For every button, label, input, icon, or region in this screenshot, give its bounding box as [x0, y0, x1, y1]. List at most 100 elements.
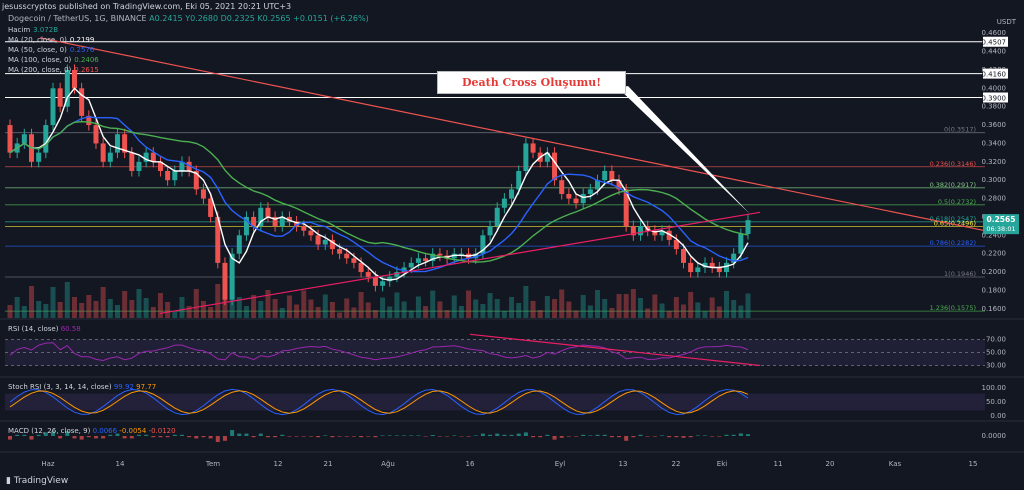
- macd-hist-bar: [402, 435, 407, 436]
- candle-body: [258, 207, 264, 227]
- candle-body: [724, 262, 730, 273]
- y-tick-label: 0.2800: [982, 195, 1007, 203]
- rsi-legend[interactable]: RSI (14, close) 60.58: [8, 325, 81, 333]
- volume-bar: [93, 301, 99, 318]
- volume-bar: [129, 300, 135, 318]
- candle-body: [329, 239, 335, 250]
- fib-level-label: 0.236(0.3146): [930, 160, 976, 168]
- macd-hist-bar: [265, 436, 270, 438]
- macd-hist-bar: [258, 433, 263, 436]
- candle-body: [50, 88, 56, 126]
- volume-bar: [595, 290, 601, 318]
- candle-body: [365, 272, 371, 277]
- candle-body: [408, 262, 414, 268]
- candle-body: [150, 152, 156, 162]
- ma50-legend[interactable]: MA (50, close, 0) 0.2576: [8, 46, 95, 54]
- ma20-legend[interactable]: MA (20, close, 0) 0.2199: [8, 36, 95, 44]
- volume-bar: [387, 306, 393, 318]
- volume-bar: [652, 294, 658, 318]
- volume-bar: [702, 311, 708, 318]
- volume-bar: [673, 297, 679, 318]
- stoch-level-label: 0.00: [990, 412, 1006, 420]
- candle-body: [458, 253, 464, 255]
- macd-hist-bar: [72, 436, 77, 439]
- fib-level-label: 0.5(0.2732): [938, 198, 976, 206]
- ma100-legend[interactable]: MA (100, close, 0) 0.2406: [8, 56, 99, 64]
- fib-level-label: 0.786(0.2282): [930, 239, 976, 247]
- y-tick-label: 0.3600: [982, 121, 1007, 129]
- volume-bar: [157, 293, 163, 318]
- volume-bar: [329, 302, 335, 318]
- x-tick-label: 15: [969, 460, 978, 468]
- candle-body: [308, 230, 314, 236]
- macd-hist-bar: [187, 436, 192, 438]
- candle-body: [71, 69, 77, 89]
- volume-legend[interactable]: Hacim 3.072B: [8, 26, 59, 34]
- candle-body: [745, 220, 751, 234]
- tradingview-brand[interactable]: ▮ TradingView: [6, 476, 69, 486]
- volume-bar: [122, 291, 128, 318]
- candle-body: [695, 267, 701, 273]
- macd-hist-bar: [581, 434, 586, 436]
- macd-hist-bar: [652, 436, 657, 437]
- macd-hist-bar: [488, 434, 493, 436]
- macd-hist-bar: [466, 436, 471, 437]
- x-tick-label: 12: [274, 460, 283, 468]
- macd-hist-bar: [301, 436, 306, 437]
- volume-bar: [107, 299, 113, 318]
- stoch-level-label: 100.00: [982, 384, 1007, 392]
- candle-body: [487, 226, 493, 236]
- macd-hist-bar: [215, 436, 220, 442]
- candle-body: [129, 152, 135, 171]
- volume-bar: [351, 307, 357, 318]
- macd-hist-bar: [222, 436, 227, 441]
- macd-hist-bar: [617, 436, 622, 438]
- macd-hist-bar: [538, 436, 543, 438]
- candle-body: [157, 161, 163, 171]
- candle-body: [688, 262, 694, 273]
- candle-body: [430, 253, 436, 262]
- ma200-legend[interactable]: MA (200, close, 0) 0.2615: [8, 66, 99, 74]
- macd-hist-bar: [409, 435, 414, 436]
- current-price-label: 0.2565: [987, 215, 1016, 224]
- volume-bar: [215, 284, 221, 318]
- macd-hist-bar: [717, 436, 722, 437]
- y-tick-label: 0.4000: [982, 84, 1007, 92]
- volume-bar: [265, 290, 271, 318]
- volume-bar: [229, 279, 235, 318]
- candle-body: [380, 281, 386, 286]
- volume-bar: [143, 298, 149, 318]
- fib-level-label: 1.236(0.1575): [930, 304, 976, 312]
- x-tick-label: 16: [466, 460, 475, 468]
- rsi-level-label: 30.00: [986, 362, 1006, 370]
- macd-legend[interactable]: MACD (12, 26, close, 9) 0.0066 -0.0054 -…: [8, 427, 176, 435]
- volume-bar: [272, 299, 278, 318]
- volume-bar: [301, 290, 307, 318]
- macd-hist-bar: [108, 434, 113, 436]
- macd-hist-bar: [237, 433, 242, 436]
- volume-bar: [623, 294, 629, 318]
- volume-bar: [258, 301, 264, 318]
- y-tick-label: 0.3000: [982, 176, 1007, 184]
- death-cross-annotation[interactable]: Death Cross Oluşumu!: [437, 71, 626, 94]
- candle-body: [86, 115, 92, 126]
- volume-bar: [688, 292, 694, 318]
- macd-hist-bar: [516, 433, 521, 436]
- candle-body: [630, 226, 636, 236]
- volume-bar: [165, 302, 171, 318]
- candle-body: [301, 226, 307, 231]
- volume-bar: [100, 287, 106, 318]
- macd-hist-bar: [531, 436, 536, 438]
- candle-body: [208, 198, 214, 217]
- candle-body: [702, 262, 708, 268]
- volume-bar: [537, 310, 543, 318]
- macd-hist-bar: [695, 435, 700, 436]
- volume-bar: [394, 292, 400, 318]
- symbol-name[interactable]: Dogecoin / TetherUS, 1G, BINANCE: [8, 14, 147, 23]
- macd-hist-bar: [394, 435, 399, 436]
- macd-hist-bar: [79, 436, 84, 440]
- macd-hist-bar: [638, 434, 643, 436]
- macd-hist-bar: [351, 436, 356, 437]
- stoch-legend[interactable]: Stoch RSI (3, 3, 14, 14, close) 99.92 97…: [8, 383, 157, 391]
- macd-hist-bar: [136, 434, 141, 436]
